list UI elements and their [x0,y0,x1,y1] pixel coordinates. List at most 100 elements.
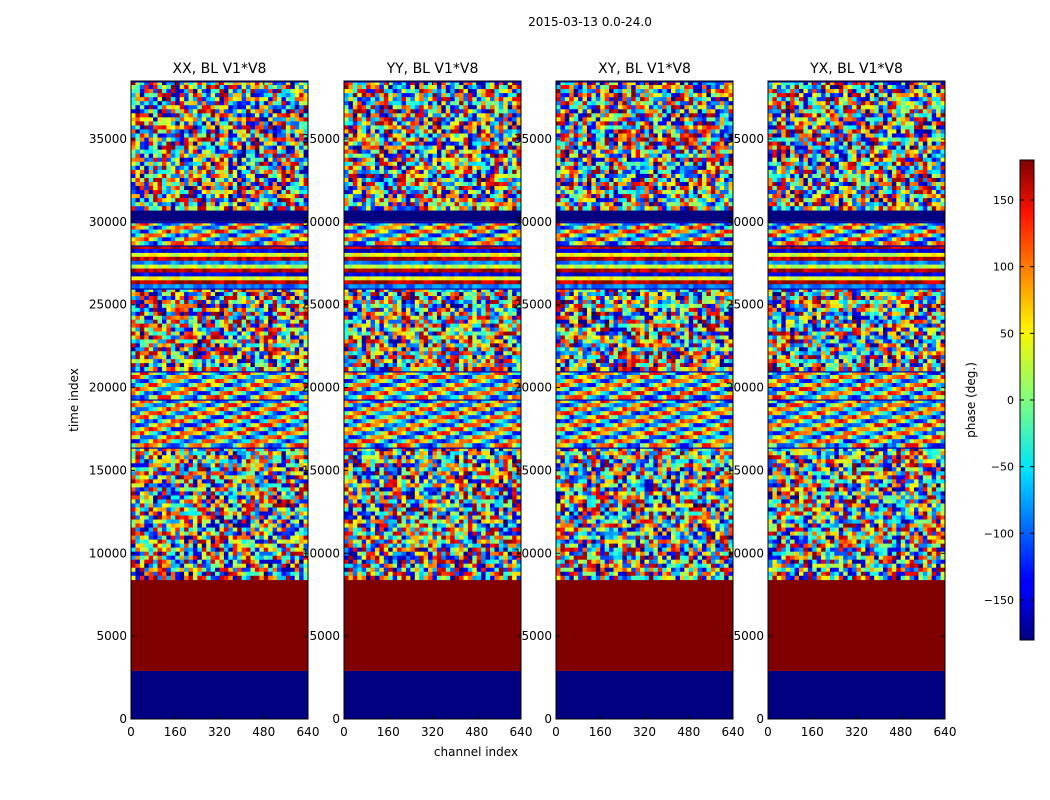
heatmap-cell [286,162,291,166]
heatmap-cell [264,272,269,276]
heatmap-cell [158,186,163,190]
heatmap-cell [140,520,145,524]
heatmap-cell [202,178,207,182]
heatmap-cell [224,479,229,483]
heatmap-cell [255,170,260,174]
heatmap-cell [193,560,198,564]
heatmap-cell [202,495,207,499]
heatmap-cell [144,540,149,544]
heatmap-cell [171,455,176,459]
heatmap-cell [259,97,264,101]
heatmap-cell [158,483,163,487]
heatmap-cell [242,435,247,439]
heatmap-cell [140,253,145,257]
heatmap-cell [162,451,167,455]
heatmap-cell [149,253,154,257]
heatmap-cell [131,415,136,419]
heatmap-cell [158,328,163,332]
heatmap-cell [149,146,154,150]
heatmap-cell [166,363,171,367]
heatmap-cell [189,198,194,202]
heatmap-cell [268,556,273,560]
heatmap-cell [246,280,251,284]
heatmap-cell [189,134,194,138]
heatmap-cell [206,226,211,230]
heatmap-cell [153,109,158,113]
heatmap-cell [286,280,291,284]
heatmap-cell [158,142,163,146]
heatmap-cell [259,483,264,487]
heatmap-cell [140,475,145,479]
heatmap-cell [242,138,247,142]
heatmap-cell [171,528,176,532]
heatmap-cell [277,272,282,276]
heatmap-cell [180,483,185,487]
heatmap-cell [259,407,264,411]
heatmap-cell [131,411,136,415]
heatmap-cell [299,572,304,576]
heatmap-cell [166,292,171,296]
heatmap-cell [264,552,269,556]
heatmap-cell [215,316,220,320]
heatmap-cell [215,166,220,170]
heatmap-cell [428,451,433,455]
heatmap-cell [233,190,238,194]
heatmap-cell [295,516,300,520]
heatmap-cell [242,395,247,399]
heatmap-cell [264,125,269,129]
heatmap-cell [268,129,273,133]
heatmap-cell [197,101,202,105]
heatmap-cell [202,332,207,336]
heatmap-cell [246,335,251,339]
heatmap-cell [211,233,216,237]
heatmap-cell [175,503,180,507]
heatmap-cell [135,97,140,101]
heatmap-cell [299,491,304,495]
heatmap-cell [242,237,247,241]
heatmap-cell [259,503,264,507]
heatmap-cell [264,117,269,121]
heatmap-cell [189,427,194,431]
heatmap-cell [299,419,304,423]
heatmap-cell [175,190,180,194]
heatmap-cell [259,463,264,467]
heatmap-cell [264,202,269,206]
heatmap-cell [162,158,167,162]
heatmap-cell [171,249,176,253]
x-tick-label: 160 [164,725,187,739]
heatmap-cell [299,101,304,105]
heatmap-cell [264,387,269,391]
heatmap-cell [250,467,255,471]
heatmap-cell [228,312,233,316]
heatmap-cell [264,237,269,241]
heatmap-cell [250,532,255,536]
heatmap-cell [180,101,185,105]
heatmap-cell [171,572,176,576]
heatmap-cell [246,129,251,133]
heatmap-cell [162,516,167,520]
heatmap-cell [281,174,286,178]
heatmap-cell [264,435,269,439]
heatmap-cell [228,516,233,520]
heatmap-cell [135,280,140,284]
heatmap-cell [180,532,185,536]
heatmap-cell [224,383,229,387]
heatmap-cell [295,134,300,138]
heatmap-cell [286,427,291,431]
heatmap-cell [295,150,300,154]
heatmap-cell [135,304,140,308]
heatmap-cell [153,332,158,336]
heatmap-cell [264,512,269,516]
heatmap-cell [295,355,300,359]
heatmap-cell [277,178,282,182]
heatmap-cell [189,556,194,560]
heatmap-cell [197,324,202,328]
heatmap-cell [228,300,233,304]
heatmap-cell [264,134,269,138]
heatmap-cell [171,85,176,89]
heatmap-cell [131,249,136,253]
heatmap-cell [215,300,220,304]
heatmap-cell [162,230,167,234]
heatmap-cell [166,226,171,230]
heatmap-cell [211,427,216,431]
